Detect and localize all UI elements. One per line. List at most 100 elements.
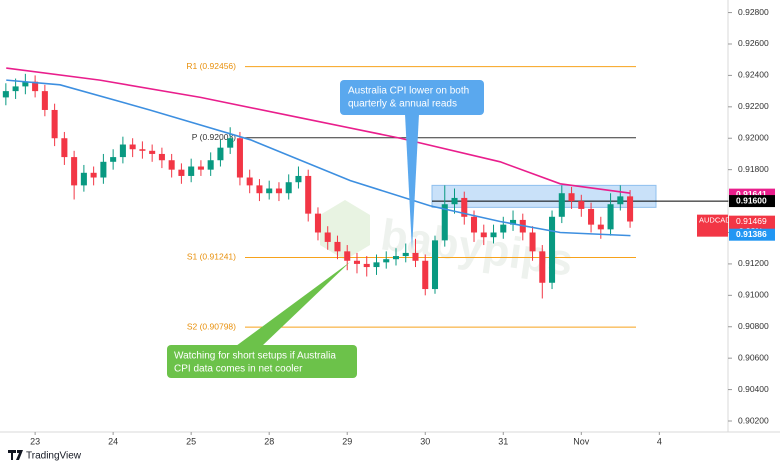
candle-body [363, 263, 370, 268]
moving-average [6, 67, 631, 195]
y-tick-label: 0.92200 [738, 101, 769, 111]
candle-body [305, 175, 312, 214]
candle-body [441, 204, 448, 241]
pivot-label: S1 (0.91241) [187, 252, 236, 262]
x-tick-label: 25 [186, 436, 196, 446]
candle-body [275, 188, 282, 194]
y-tick-label: 0.92000 [738, 132, 769, 142]
x-tick-label: 30 [420, 436, 430, 446]
x-tick-label: 24 [108, 436, 118, 446]
x-tick-label: 31 [498, 436, 508, 446]
candle-body [2, 91, 9, 98]
logo [8, 450, 23, 460]
callout-box [167, 345, 357, 378]
symbol-tag [697, 214, 728, 237]
candle-body [422, 260, 429, 290]
candle-body [373, 262, 380, 268]
callout-pointer [236, 262, 350, 346]
candle-body [617, 196, 624, 205]
callout-pointer [405, 114, 419, 250]
candle-body [51, 109, 58, 139]
y-tick-label: 0.91200 [738, 258, 769, 268]
x-tick-label: Nov [573, 436, 590, 446]
candle-body [539, 251, 546, 283]
candle-body [197, 166, 204, 170]
candle-body [588, 208, 595, 225]
callout-text: CPI data comes in net cooler [174, 364, 303, 375]
candle-body [246, 177, 253, 186]
candle-body [266, 188, 273, 194]
y-tick-label: 0.90800 [738, 321, 769, 331]
y-tick-label: 0.90400 [738, 384, 769, 394]
candle-body [207, 160, 214, 170]
candle-body [392, 256, 400, 260]
candle-body [139, 149, 146, 151]
candle-body [597, 224, 604, 230]
candle-body [149, 150, 156, 154]
moving-average [6, 79, 631, 237]
symbol-name: AUDCAD [699, 216, 731, 225]
candle-body [110, 157, 117, 162]
candle-body [129, 144, 136, 150]
candle-body [314, 213, 321, 233]
y-tick-label: 0.90600 [738, 352, 769, 362]
candle-body [578, 201, 585, 209]
candle-body [119, 144, 126, 158]
candle-body [402, 252, 409, 257]
y-tick-label: 0.92400 [738, 70, 769, 80]
candle-body [256, 185, 263, 194]
x-tick-label: 23 [30, 436, 40, 446]
candle-body [558, 193, 565, 217]
callout-text: quarterly & annual reads [348, 99, 457, 110]
pivot-label: R1 (0.92456) [186, 61, 236, 71]
candle-body [178, 169, 185, 176]
candle-body [500, 224, 507, 233]
candle-body [295, 175, 302, 183]
price-tag-label: 0.91641 [736, 189, 767, 199]
y-tick-label: 0.92600 [738, 38, 769, 48]
callout-text: Australia CPI lower on both [348, 86, 469, 97]
footer: TradingView [8, 450, 82, 462]
candle-body [12, 86, 19, 92]
candle-body [568, 193, 575, 202]
candle-body [549, 216, 556, 283]
price-tag [729, 195, 775, 208]
callout-box [340, 80, 484, 115]
x-tick-label: 28 [264, 436, 274, 446]
candle-body [188, 166, 195, 176]
zone [431, 184, 657, 208]
candle-body [285, 182, 292, 194]
callouts: Australia CPI lower on both quarterly & … [167, 80, 484, 378]
candle-body [529, 232, 536, 252]
y-tick-label: 0.91000 [738, 290, 769, 300]
candle-body [470, 216, 478, 233]
x-tick-label: 29 [342, 436, 352, 446]
y-tick-label: 0.92800 [738, 7, 769, 17]
x-tick-label: 4 [657, 436, 662, 446]
candle-body [431, 240, 439, 290]
candle-body [22, 81, 29, 87]
pivot-label: P (0.92003) [192, 132, 236, 142]
price-tag-label: 0.91469 [736, 216, 767, 226]
candle-body [90, 172, 97, 178]
candle-body [100, 161, 107, 178]
callout-text: Watching for short setups if Australia [174, 351, 336, 362]
candle-body [451, 197, 458, 205]
price-tag-label: 0.91386 [736, 229, 767, 239]
price-tag [729, 228, 775, 241]
candle-body [32, 81, 39, 92]
candle-body [80, 172, 87, 186]
background: babypips [320, 200, 576, 286]
candle-body [480, 232, 487, 238]
candle-body [383, 259, 390, 263]
candle-body [607, 204, 614, 230]
candle-body [227, 138, 234, 148]
candle-body [461, 197, 468, 217]
candle-body [158, 153, 165, 161]
candle-body [41, 91, 48, 110]
candle-body [353, 260, 361, 264]
watermark-logo [320, 200, 370, 260]
candle-body [217, 147, 224, 161]
